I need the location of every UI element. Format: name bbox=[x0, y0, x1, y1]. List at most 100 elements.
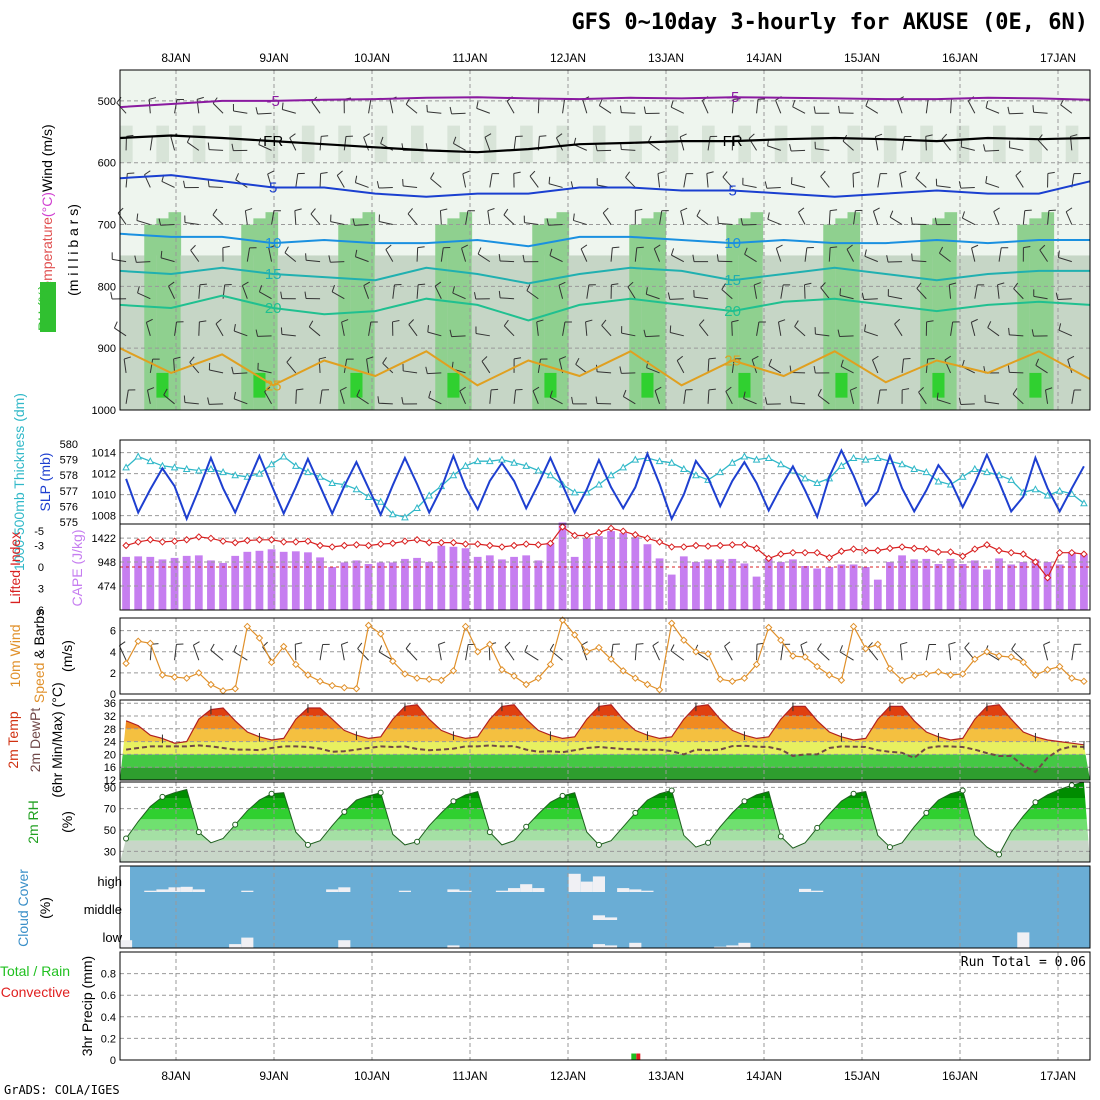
cloud-bar-low bbox=[120, 940, 133, 948]
wind-speed-point bbox=[413, 674, 421, 682]
li-point bbox=[583, 531, 591, 540]
wind-barb-10m bbox=[839, 645, 843, 653]
wind-barb-ua bbox=[296, 388, 304, 391]
wind-barb-ua bbox=[1058, 329, 1073, 337]
wind-barb-ua bbox=[659, 210, 663, 225]
cloud-bar-high bbox=[568, 873, 581, 892]
wind-barb-ua bbox=[696, 215, 709, 225]
thickness-point bbox=[1043, 491, 1052, 499]
wind-barb-ua bbox=[970, 322, 976, 336]
wind-barb-ua bbox=[306, 259, 321, 263]
wind-speed-point bbox=[910, 672, 918, 680]
li-point bbox=[1080, 550, 1088, 558]
wind-barb-ua bbox=[692, 254, 695, 262]
wind-speed-point bbox=[195, 669, 203, 677]
cloud-bar-high bbox=[629, 889, 642, 892]
li-point bbox=[292, 538, 300, 546]
tick-temp: 24 bbox=[104, 737, 116, 749]
li-point bbox=[825, 553, 834, 562]
wind-barb-ua bbox=[716, 254, 719, 262]
axis-label-part: CAPE (J/kg) bbox=[69, 529, 85, 606]
precip-ylabel: 3hr Precip (mm) bbox=[79, 956, 95, 1056]
cape-bar bbox=[437, 545, 446, 610]
rh-shade-mid bbox=[132, 255, 145, 410]
wind-barb-ua bbox=[267, 170, 275, 175]
thickness-point bbox=[740, 452, 749, 460]
li-point bbox=[425, 538, 433, 547]
rh-band bbox=[120, 819, 1090, 830]
wind-barb-ua bbox=[258, 144, 272, 151]
li-point bbox=[486, 541, 494, 550]
cape-bar bbox=[764, 558, 773, 610]
wind-barb-ua bbox=[646, 367, 660, 374]
wind-barb-ua bbox=[112, 258, 127, 263]
wind-speed-point bbox=[352, 685, 361, 693]
cape-bar bbox=[388, 562, 397, 610]
cloud-bar-high bbox=[180, 886, 193, 892]
axis-label-part: (%) bbox=[59, 811, 75, 833]
gridlines bbox=[120, 70, 1090, 1061]
thickness-point bbox=[388, 510, 397, 518]
wind-speed-point bbox=[777, 636, 785, 644]
wind-barb-ua bbox=[308, 320, 314, 328]
cloud-ylabel: Cloud Cover bbox=[15, 869, 31, 947]
wind-barb-ua bbox=[255, 107, 259, 115]
rh-shade-high bbox=[835, 218, 848, 410]
cape-bar bbox=[558, 522, 567, 610]
wind-speed-point bbox=[364, 621, 373, 630]
wind-barb-ua bbox=[160, 224, 175, 226]
wind-barb-ua bbox=[792, 99, 796, 107]
wind-barb-ua bbox=[766, 186, 781, 189]
li-ylabel: Lifted Index bbox=[7, 532, 23, 604]
cloud-bar-high bbox=[459, 890, 472, 892]
rh-shade-max bbox=[1029, 372, 1042, 398]
wind-barb-ua bbox=[136, 261, 151, 263]
wind-barb-ua bbox=[888, 295, 903, 300]
rh-point bbox=[632, 809, 639, 816]
wind-barb-ua bbox=[258, 285, 263, 293]
tick-slp: 1010 bbox=[92, 490, 116, 502]
wind-barb-ua bbox=[635, 208, 643, 212]
wind-barb-ua bbox=[657, 173, 661, 188]
wind-barb-ua bbox=[526, 290, 539, 300]
wind-barb-ua bbox=[439, 210, 442, 225]
wind-barb-ua bbox=[408, 324, 418, 337]
wind-speed-point bbox=[764, 623, 773, 632]
li-point bbox=[437, 538, 446, 547]
wind-barb-ua bbox=[168, 285, 176, 299]
wind-barb-10m bbox=[634, 644, 637, 661]
cloud-bar-low bbox=[229, 944, 242, 948]
wind-barb-ua bbox=[529, 170, 536, 177]
cloud-bar-middle bbox=[605, 917, 618, 920]
rh-shade-mid bbox=[956, 255, 970, 410]
wind-barb-ua bbox=[149, 97, 157, 100]
temp-band bbox=[120, 754, 1090, 768]
li-point bbox=[328, 543, 336, 551]
cape-bar bbox=[898, 555, 906, 610]
li-point bbox=[146, 536, 155, 544]
tick-rh: 70 bbox=[104, 804, 116, 816]
temperature-contour bbox=[119, 266, 1090, 285]
wind-barb-ua bbox=[817, 394, 830, 405]
wind-speed-point bbox=[1007, 653, 1015, 661]
rh-shade-mid bbox=[980, 255, 994, 410]
rh-point bbox=[450, 798, 457, 805]
wind-barb-ua bbox=[804, 284, 806, 299]
cape-bar bbox=[619, 533, 628, 610]
wind-barb-ua bbox=[820, 282, 826, 289]
rh-shade-mid bbox=[568, 255, 582, 410]
li-point bbox=[522, 540, 530, 548]
wind-speed-point bbox=[292, 660, 300, 669]
cloud-bar-high bbox=[447, 889, 460, 892]
wind-barb-ua bbox=[742, 184, 757, 188]
wind-barb-ua bbox=[212, 208, 218, 216]
wind-barb-ua bbox=[149, 136, 153, 151]
wind-barb-ua bbox=[405, 104, 418, 114]
wind-barb-ua bbox=[461, 248, 467, 262]
li-point bbox=[716, 541, 724, 550]
rh-shade-max bbox=[544, 372, 557, 398]
li-point bbox=[1019, 550, 1028, 558]
rh-point bbox=[996, 851, 1003, 858]
cloud-bar-low bbox=[629, 942, 642, 948]
wind-barb-ua bbox=[187, 141, 200, 151]
